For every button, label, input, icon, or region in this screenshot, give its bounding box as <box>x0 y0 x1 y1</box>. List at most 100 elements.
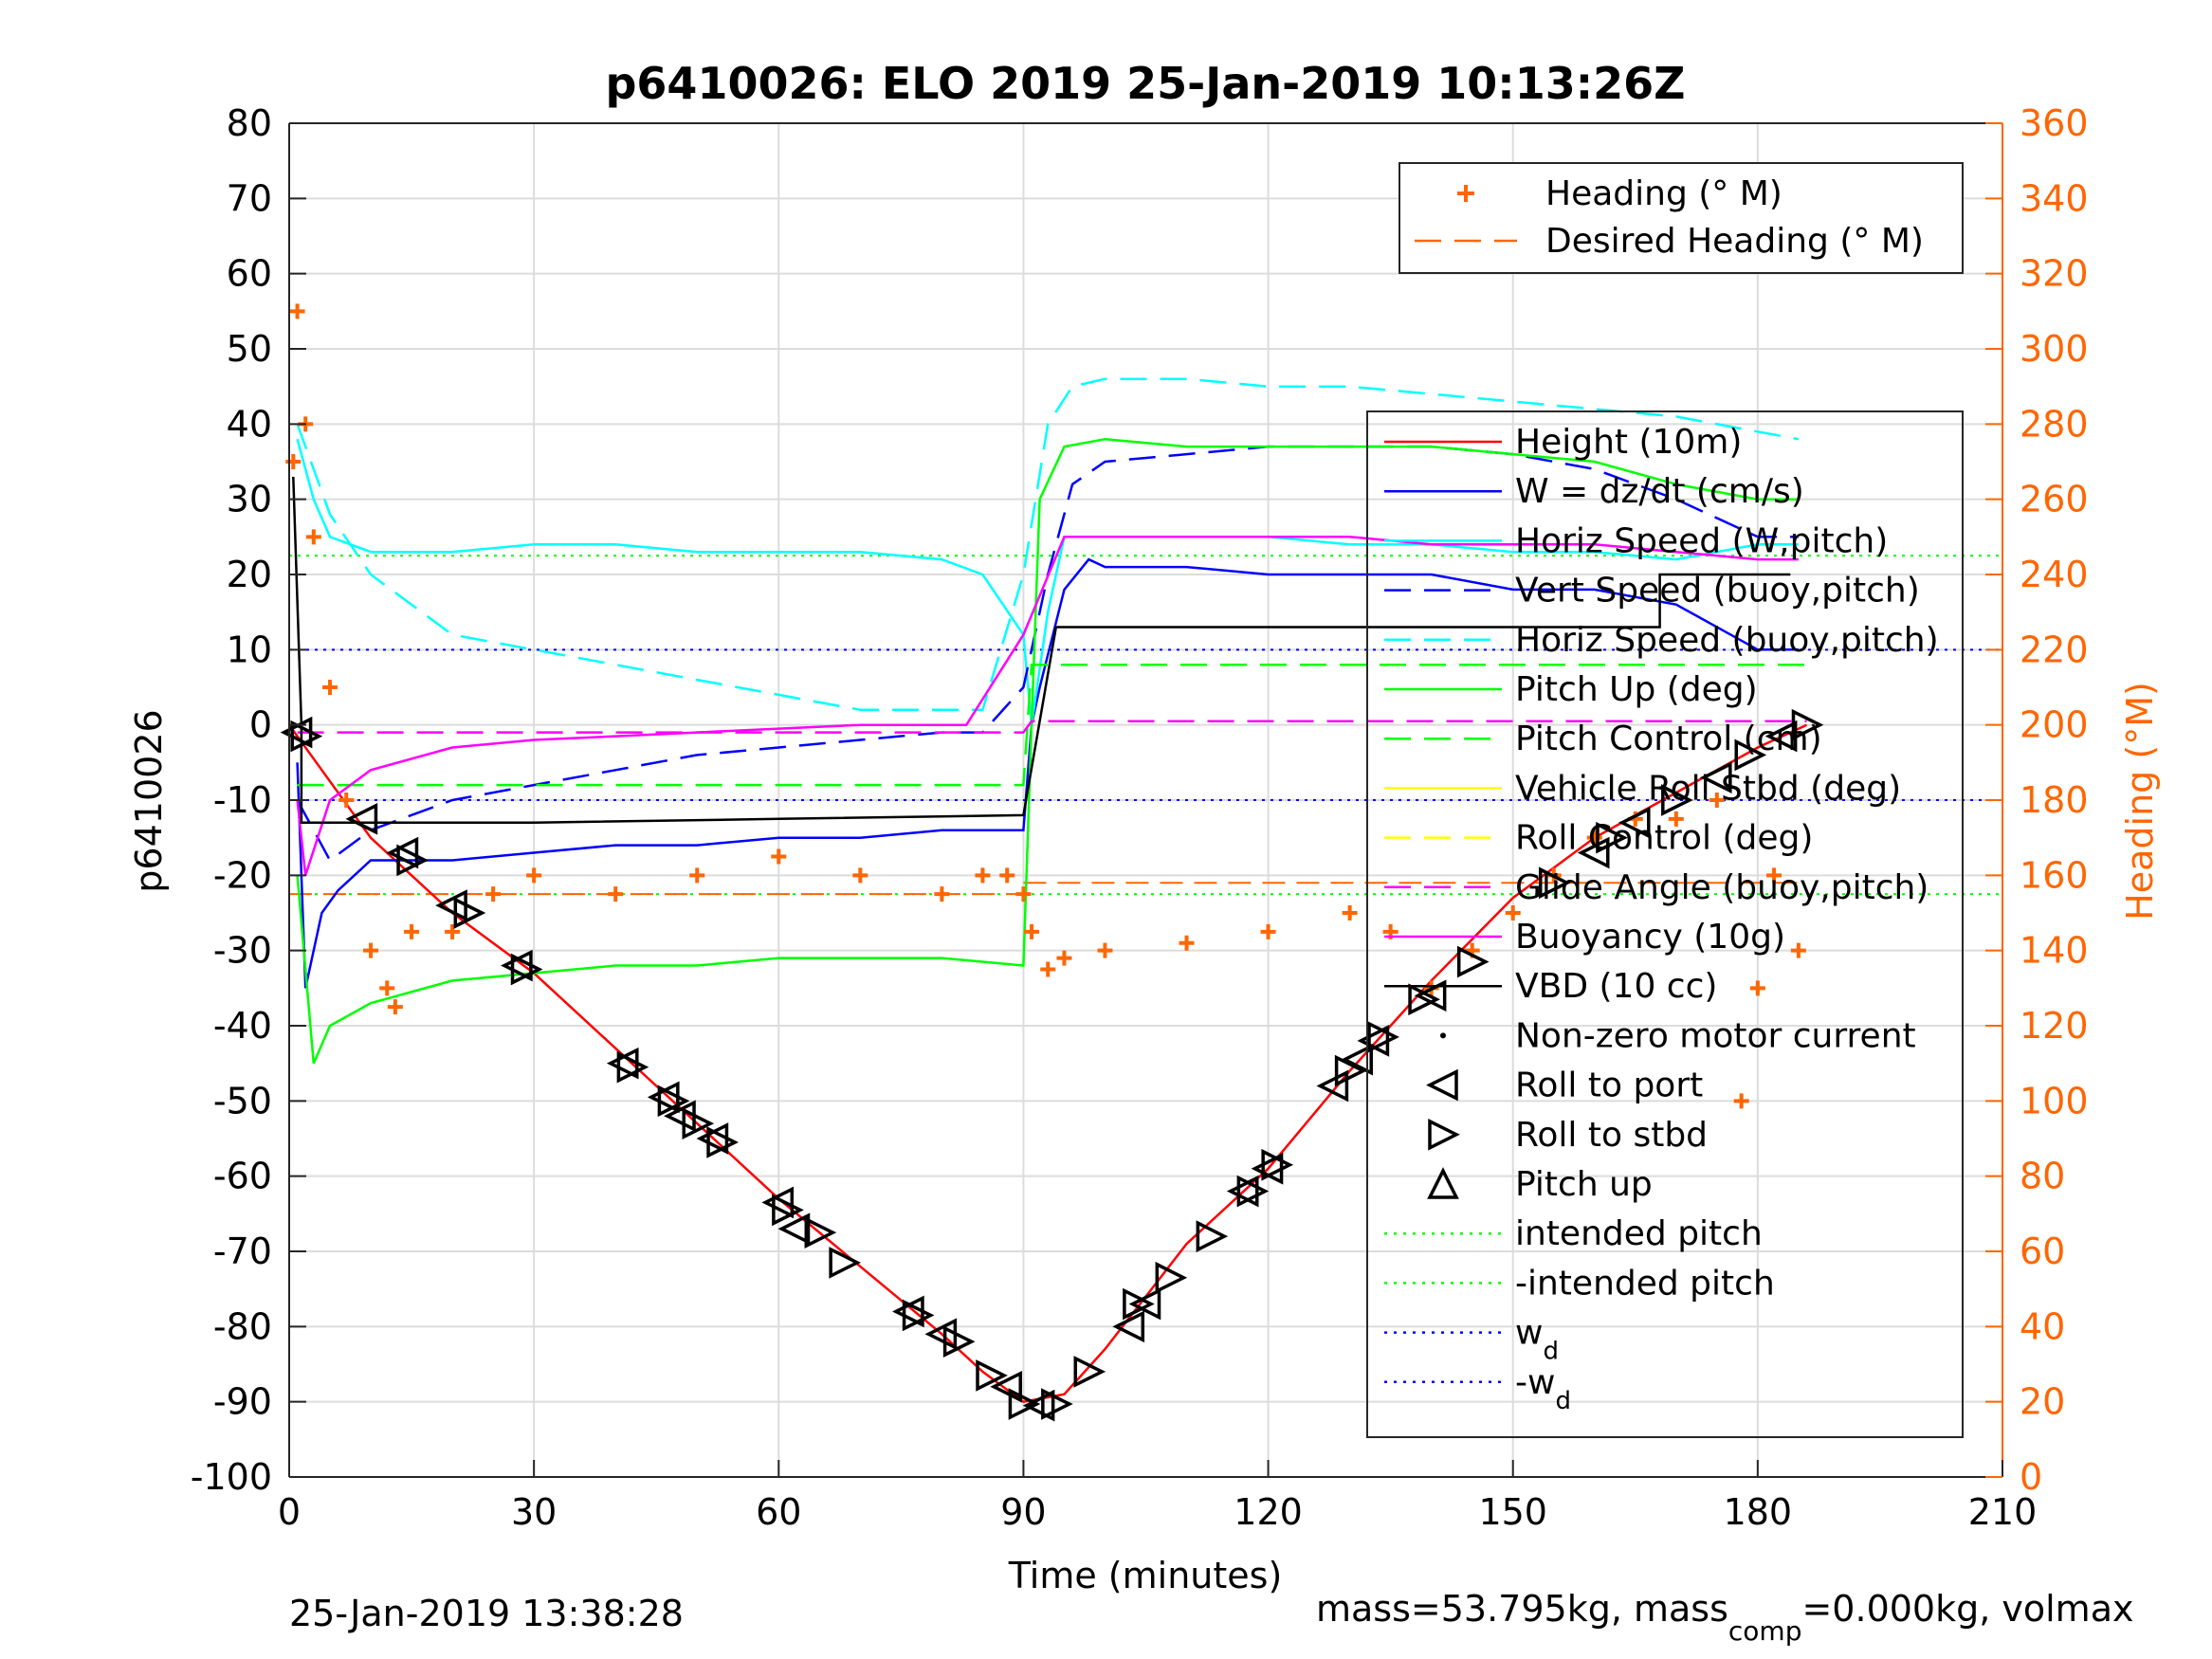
roll-to-port-marker <box>1226 1175 1259 1208</box>
roll-to-port-marker <box>1577 836 1610 869</box>
roll-to-stbd-marker <box>1196 1220 1229 1252</box>
y-axis-label-right: Heading (°M) <box>2119 682 2161 921</box>
legend-label: Buoyancy (10g) <box>1515 918 1785 957</box>
y-tick-label: -60 <box>213 1156 272 1197</box>
y-tick-label-right: 100 <box>2020 1080 2089 1121</box>
roll-to-stbd-marker <box>1008 1388 1041 1420</box>
roll-to-stbd-marker <box>1334 1054 1367 1087</box>
heading-point <box>1709 793 1725 808</box>
legend-label: Pitch Up (deg) <box>1515 670 1758 709</box>
y-tick-label-right: 20 <box>2020 1381 2065 1423</box>
legend-label: VBD (10 cc) <box>1515 967 1717 1006</box>
roll-to-port-marker <box>345 803 378 835</box>
y-tick-label-right: 220 <box>2020 629 2089 670</box>
legend-swatch <box>1426 1068 1458 1102</box>
roll-to-stbd-marker <box>1123 1287 1155 1321</box>
roll-to-port-marker <box>990 1370 1022 1403</box>
y-tick-label-right: 0 <box>2020 1456 2042 1498</box>
legend-heading: Heading (° M) Desired Heading (° M) <box>1398 162 1964 274</box>
roll-to-stbd-marker <box>290 720 323 753</box>
heading-point <box>1342 905 1358 921</box>
heading-point <box>305 529 321 545</box>
legend-label: Non-zero motor current <box>1515 1016 1916 1055</box>
footer-mass-sub: comp <box>1728 1615 1802 1647</box>
roll-to-port-marker <box>1618 806 1651 839</box>
roll-to-stbd-marker <box>1734 738 1767 772</box>
roll-to-stbd-marker <box>1661 784 1693 816</box>
y-tick-label-right: 280 <box>2020 403 2089 445</box>
roll-to-port-marker <box>777 1212 811 1246</box>
heading-point <box>379 980 395 996</box>
heading-point <box>608 886 624 902</box>
heading-point <box>338 793 355 808</box>
roll-to-stbd-marker <box>616 1050 649 1084</box>
series-line <box>296 438 1799 725</box>
roll-to-stbd-marker <box>510 953 543 986</box>
marker-layer <box>280 708 1824 1422</box>
roll-to-stbd-marker <box>1155 1261 1188 1294</box>
roll-to-stbd-marker <box>804 1216 837 1249</box>
roll-to-stbd-marker <box>829 1247 862 1279</box>
series-line <box>296 437 1799 1065</box>
y-tick-label-right: 360 <box>2020 102 2089 144</box>
roll-to-stbd-marker <box>1456 945 1490 978</box>
heading-point <box>1056 950 1072 966</box>
legend-label: Vehicle Roll Stbd (deg) <box>1515 769 1901 808</box>
roll-to-stbd-marker <box>1596 821 1628 854</box>
x-tick-label: 0 <box>278 1491 301 1533</box>
legend-label: Desired Heading (° M) <box>1545 222 1924 261</box>
y-tick-label-right: 320 <box>2020 253 2089 295</box>
y-tick-label: 10 <box>227 629 272 670</box>
y-tick-label: 40 <box>227 403 272 445</box>
heading-point <box>404 923 420 939</box>
y-tick-label-right: 120 <box>2020 1005 2089 1047</box>
heading-point <box>445 923 461 939</box>
legend-label: Pitch Control (cm) <box>1515 720 1822 758</box>
x-tick-label: 120 <box>1234 1491 1303 1533</box>
y-tick-label-right: 80 <box>2020 1156 2065 1197</box>
heading-point <box>1733 1093 1749 1109</box>
roll-to-port-marker <box>1128 1287 1161 1321</box>
roll-to-stbd-marker <box>706 1126 739 1158</box>
heading-point <box>289 303 305 319</box>
y-tick-label: -50 <box>213 1080 272 1121</box>
x-tick-label: 30 <box>511 1491 557 1533</box>
legend-swatch <box>1457 185 1474 202</box>
heading-point <box>1790 942 1806 958</box>
y-tick-label: 80 <box>227 102 272 144</box>
legend-main: Height (10m) W = dz/dt (cm/s) Horiz Speed … <box>1366 410 1964 1438</box>
roll-to-port-marker <box>1341 1043 1373 1076</box>
roll-to-stbd-marker <box>1367 1021 1399 1053</box>
roll-to-stbd-marker <box>1073 1356 1106 1388</box>
legend-label: Horiz Speed (buoy,pitch) <box>1515 621 1939 660</box>
legend-label: -intended pitch <box>1515 1264 1775 1303</box>
y-tick-label: -10 <box>213 779 272 821</box>
heading-point <box>363 942 379 958</box>
legend-swatch <box>1440 1032 1446 1039</box>
y-tick-label-right: 180 <box>2020 779 2089 821</box>
legend-label: intended pitch <box>1515 1214 1763 1253</box>
heading-point <box>852 867 868 884</box>
heading-point <box>999 867 1015 884</box>
series-line <box>296 377 1800 712</box>
heading-point <box>526 867 542 884</box>
heading-point <box>1260 923 1276 939</box>
y-axis-label: p6410026 <box>128 709 170 892</box>
y-tick-label-right: 60 <box>2020 1231 2065 1272</box>
y-tick-label: -80 <box>213 1305 272 1347</box>
roll-to-port-marker <box>761 1186 795 1219</box>
x-tick-label: 150 <box>1478 1491 1547 1533</box>
series-line <box>297 663 1807 787</box>
roll-to-stbd-marker <box>942 1325 976 1358</box>
legend-label: Roll to port <box>1515 1066 1703 1105</box>
chart-title: p6410026: ELO 2019 25-Jan-2019 10:13:26Z <box>606 58 1686 109</box>
y-tick-label: -90 <box>213 1381 272 1423</box>
footer-mass-text: mass=53.795kg, mass <box>1316 1588 1728 1630</box>
legend-label: W = dz/dt (cm/s) <box>1515 472 1804 511</box>
roll-to-stbd-marker <box>772 1194 804 1227</box>
heading-point <box>1015 886 1032 902</box>
footer-mass: mass=53.795kg, masscomp=0.000kg, volmax <box>1316 1588 2133 1647</box>
heading-point <box>1179 935 1195 951</box>
y-tick-label: 60 <box>227 253 272 295</box>
heading-point <box>1749 980 1765 996</box>
